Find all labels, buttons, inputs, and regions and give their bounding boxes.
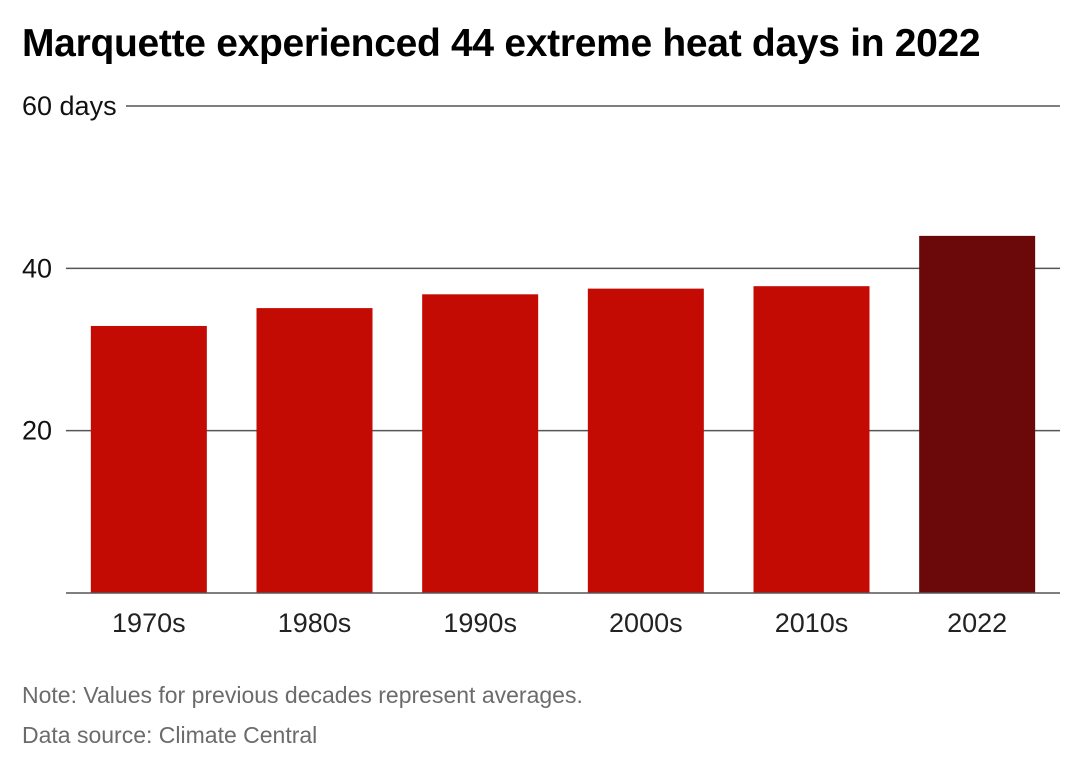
x-tick-label-1980s: 1980s (278, 608, 352, 638)
bar-2000s (587, 288, 704, 593)
bar-1990s (422, 294, 539, 593)
x-tick-label-1970s: 1970s (112, 608, 186, 638)
x-tick-label-2010s: 2010s (775, 608, 849, 638)
data-source: Data source: Climate Central (22, 722, 318, 748)
y-tick-label-40: 40 (22, 253, 52, 283)
gridlines (66, 105, 1060, 432)
bar-1970s (90, 325, 207, 593)
x-tick-labels: 1970s 1980s 1990s 2000s 2010s 2022 (112, 608, 1007, 638)
bar-2010s (753, 286, 870, 593)
bar-1980s (256, 308, 373, 593)
y-tick-labels: 20 40 60 days (22, 91, 117, 446)
x-tick-label-1990s: 1990s (443, 608, 517, 638)
chart-note: Note: Values for previous decades repres… (22, 682, 583, 708)
chart-title: Marquette experienced 44 extreme heat da… (22, 22, 981, 65)
y-tick-label-20: 20 (22, 416, 52, 446)
x-tick-label-2022: 2022 (947, 608, 1007, 638)
x-tick-label-2000s: 2000s (609, 608, 683, 638)
y-tick-label-60: 60 days (22, 91, 117, 121)
bar-2022 (919, 235, 1036, 593)
bars (90, 235, 1036, 593)
